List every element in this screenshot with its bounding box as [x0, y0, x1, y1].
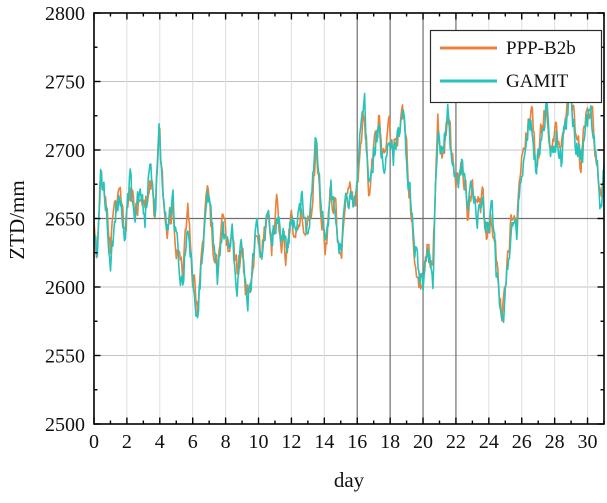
series-line-ppp-b2b — [94, 89, 604, 322]
y-tick-label: 2700 — [45, 140, 85, 162]
y-tick-label: 2750 — [45, 72, 85, 94]
x-tick-label: 0 — [89, 431, 99, 453]
y-tick-label: 2600 — [45, 277, 85, 299]
x-tick-label: 24 — [479, 431, 499, 453]
y-tick-label: 2650 — [45, 209, 85, 231]
x-tick-label: 8 — [221, 431, 231, 453]
x-axis-label: day — [334, 468, 365, 492]
x-tick-label: 6 — [188, 431, 198, 453]
x-tick-label: 20 — [413, 431, 433, 453]
series-line-gamit — [94, 83, 604, 324]
x-tick-label: 28 — [545, 431, 565, 453]
x-tick-label: 4 — [155, 431, 165, 453]
x-tick-label: 30 — [578, 431, 598, 453]
x-tick-label: 16 — [347, 431, 367, 453]
y-tick-label: 2500 — [45, 414, 85, 436]
legend-label-ppp-b2b: PPP-B2b — [506, 38, 576, 59]
x-tick-label: 12 — [281, 431, 301, 453]
legend-box — [429, 29, 603, 104]
x-tick-label: 26 — [512, 431, 532, 453]
x-tick-label: 18 — [380, 431, 400, 453]
x-tick-label: 22 — [446, 431, 466, 453]
axis-tick-labels: 0 2 4 6 8 10 12 14 16 18 20 22 24 26 28 302500255026002… — [45, 3, 598, 453]
data-series — [94, 83, 604, 324]
legend: PPP-B2b GAMIT — [429, 29, 603, 104]
axis-ticks — [93, 12, 605, 425]
x-tick-label: 14 — [314, 431, 334, 453]
y-tick-label: 2800 — [45, 3, 85, 25]
y-axis-label: ZTD/mm — [5, 180, 29, 259]
legend-label-gamit: GAMIT — [506, 71, 569, 92]
y-tick-label: 2550 — [45, 346, 85, 368]
x-tick-label: 2 — [122, 431, 132, 453]
x-tick-label: 10 — [249, 431, 269, 453]
